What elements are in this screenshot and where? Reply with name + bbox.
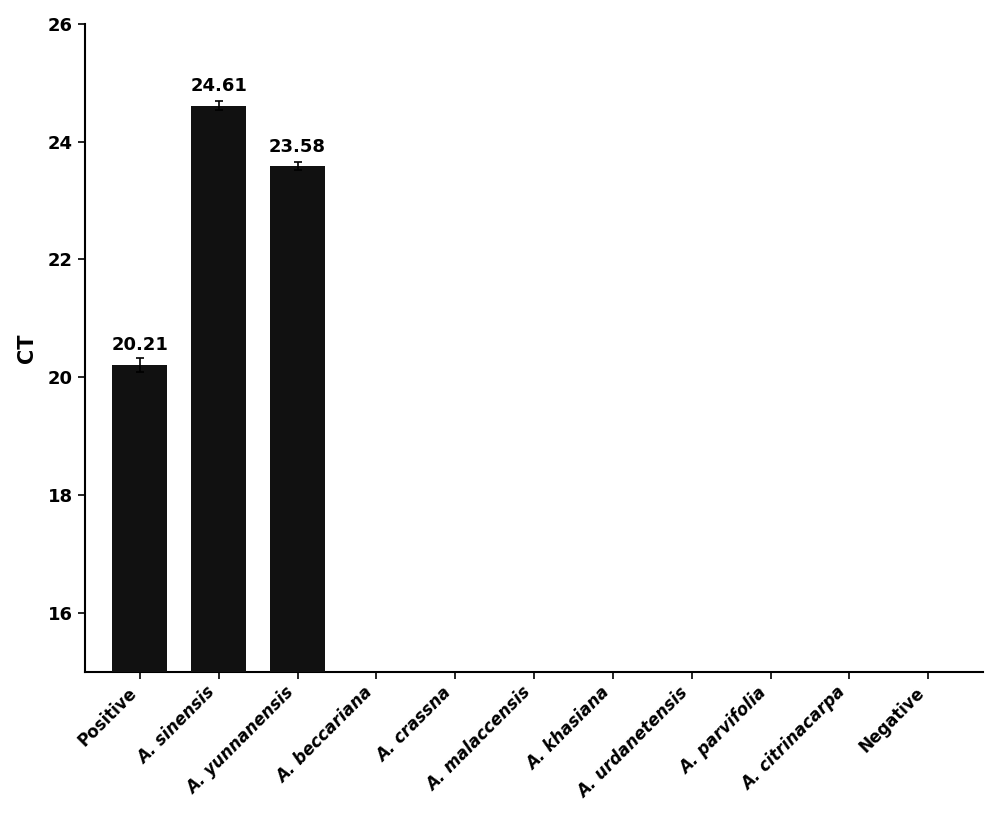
Bar <box>112 365 167 672</box>
Text: 24.61: 24.61 <box>190 77 247 95</box>
Text: 20.21: 20.21 <box>111 336 168 354</box>
Y-axis label: CT: CT <box>17 333 37 362</box>
Bar <box>270 166 325 672</box>
Text: 23.58: 23.58 <box>269 137 326 155</box>
Bar <box>191 106 246 672</box>
